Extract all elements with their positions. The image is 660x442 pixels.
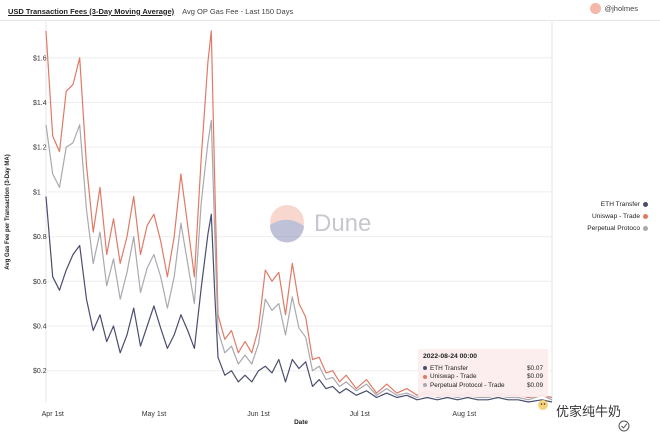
corner-watermark-text: 优家纯牛奶 (556, 405, 622, 420)
chart-header: USD Transaction Fees (3-Day Moving Avera… (8, 4, 293, 18)
series-line-perpetual-protocol-trade[interactable] (45, 119, 553, 401)
legend-label: Uniswap - Trade (591, 212, 640, 220)
y-tick-label: $0.2 (33, 368, 47, 375)
tooltip-row-perp: Perpetual Protocol - Trade $0.09 (423, 381, 543, 390)
series-line-eth-transfer[interactable] (45, 196, 553, 403)
x-tick-label: Jun 1st (247, 411, 270, 418)
hover-tooltip: 2022-08-24 00:00 ETH Transfer $0.07 Unis… (418, 349, 548, 397)
tooltip-row-uniswap: Uniswap - Trade $0.09 (423, 373, 543, 382)
avatar (589, 3, 601, 14)
header-divider (0, 20, 660, 21)
tooltip-swatch (423, 383, 427, 388)
tooltip-value: $0.09 (527, 373, 543, 381)
chart-legend: ETH Transfer Uniswap - Trade Perpetual P… (558, 198, 648, 234)
legend-label: ETH Transfer (600, 200, 640, 208)
x-tick-label: Apr 1st (42, 411, 64, 418)
tooltip-row-eth: ETH Transfer $0.07 (423, 364, 543, 373)
legend-swatch (643, 225, 648, 231)
tooltip-value: $0.09 (527, 381, 543, 389)
legend-item-perpetual-protocol[interactable]: Perpetual Protoco (558, 222, 648, 234)
author-badge[interactable]: @jholmes (589, 3, 638, 14)
tooltip-swatch (423, 374, 427, 379)
y-tick-label: $0.4 (33, 324, 47, 331)
dune-watermark: Dune (269, 205, 371, 243)
tooltip-label: ETH Transfer (430, 364, 468, 372)
y-tick-label: $0.6 (33, 279, 47, 286)
tooltip-label: Perpetual Protocol - Trade (430, 381, 505, 389)
chart-title[interactable]: USD Transaction Fees (3-Day Moving Avera… (8, 6, 175, 16)
x-axis-label: Date (294, 419, 308, 426)
tooltip-label: Uniswap - Trade (430, 373, 477, 381)
legend-item-eth-transfer[interactable]: ETH Transfer (558, 198, 648, 210)
y-axis-label: Avg Gas Fee per Transaction (3-Day MA) (5, 154, 11, 269)
y-tick-label: $1.4 (33, 100, 47, 107)
tooltip-value: $0.07 (527, 364, 543, 372)
x-tick-label: May 1st (142, 411, 167, 418)
check-icon (618, 420, 630, 432)
y-tick-label: $1 (33, 189, 41, 196)
y-tick-label: $1.2 (33, 145, 47, 152)
x-tick-label: Jul 1st (350, 411, 370, 418)
legend-item-uniswap-trade[interactable]: Uniswap - Trade (558, 210, 648, 222)
chart-subtitle: Avg OP Gas Fee - Last 150 Days (182, 6, 294, 16)
sticker-icon (538, 400, 548, 410)
y-tick-label: $0.8 (33, 234, 47, 241)
legend-swatch (643, 201, 648, 207)
author-handle[interactable]: @jholmes (604, 4, 638, 13)
legend-label: Perpetual Protoco (587, 224, 640, 232)
tooltip-date: 2022-08-24 00:00 (423, 353, 478, 360)
y-tick-label: $1.6 (33, 55, 47, 62)
x-tick-label: Aug 1st (452, 411, 476, 418)
dune-logo-shade (269, 219, 304, 243)
tooltip-swatch (423, 366, 427, 371)
legend-swatch (643, 213, 648, 219)
dune-logo-text: Dune (314, 210, 371, 237)
